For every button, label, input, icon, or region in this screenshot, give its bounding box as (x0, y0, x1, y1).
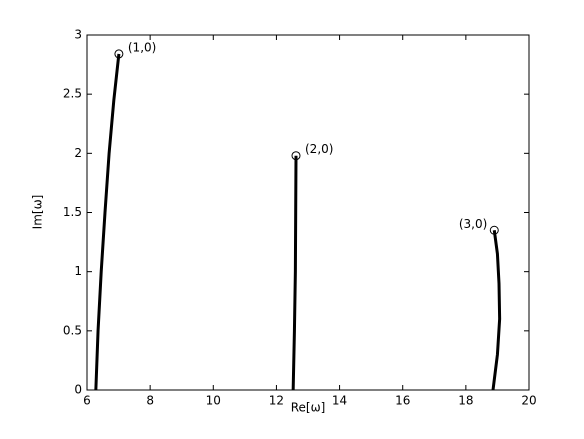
x-tick-label: 18 (458, 394, 473, 408)
y-tick-label: 0 (74, 383, 82, 397)
curve (491, 230, 502, 391)
y-axis-label: Im[ω] (31, 195, 45, 230)
x-tick-label: 16 (395, 394, 410, 408)
curve-label: (1,0) (128, 40, 156, 54)
x-tick-label: 14 (332, 394, 347, 408)
y-tick-label: 2.5 (63, 87, 82, 101)
x-tick-label: 10 (206, 394, 221, 408)
y-tick-label: 1.5 (63, 205, 82, 219)
y-tick-label: 3 (74, 28, 82, 42)
curve-label: (3,0) (459, 217, 487, 231)
y-tick-label: 1 (74, 264, 82, 278)
y-tick-label: 2 (74, 146, 82, 160)
end-marker (291, 151, 301, 161)
curve (291, 155, 298, 391)
x-tick-label: 12 (269, 394, 284, 408)
x-tick-label: 8 (146, 394, 154, 408)
end-marker (114, 49, 124, 59)
x-tick-label: 20 (521, 394, 536, 408)
y-tick-label: 0.5 (63, 323, 82, 337)
plot-frame (86, 34, 530, 391)
x-tick-label: 6 (83, 394, 91, 408)
curve-label: (2,0) (305, 142, 333, 156)
curve (94, 53, 121, 391)
x-axis-label: Re[ω] (291, 401, 326, 415)
end-marker (489, 225, 499, 235)
